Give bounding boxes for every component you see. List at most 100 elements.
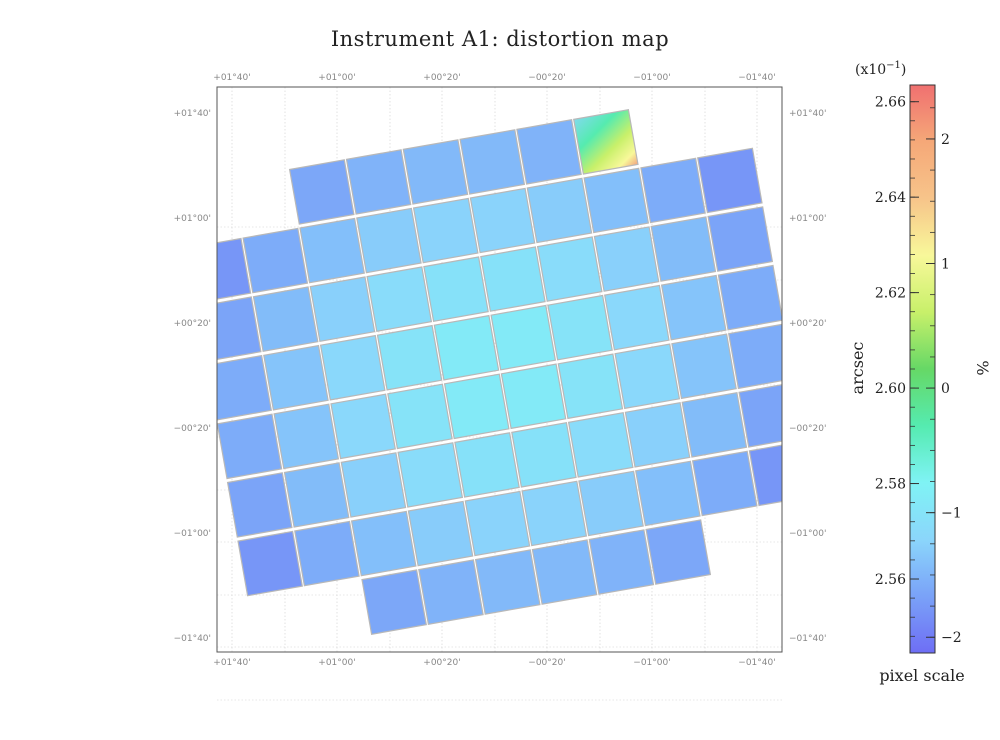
chart-title: Instrument A1: distortion map <box>331 27 669 51</box>
detector-chip <box>361 569 427 635</box>
y-tick-left: −00°20' <box>174 424 211 434</box>
detector-chip <box>217 354 272 421</box>
detector-chip <box>237 530 303 597</box>
detector-chip <box>707 206 774 272</box>
detector-chip <box>299 217 365 284</box>
detector-chip <box>660 274 727 341</box>
detector-chip <box>418 559 484 625</box>
detector-chip <box>288 159 355 225</box>
y-tick-right: −01°00' <box>789 529 826 539</box>
detector-mosaic <box>217 109 782 635</box>
detector-chip <box>593 226 660 292</box>
y-tick-right: +01°00' <box>789 214 826 224</box>
colorbar-left-tick-label: 2.66 <box>875 95 906 111</box>
detector-chip <box>217 296 262 361</box>
colorbar-left-label: arcsec <box>848 342 867 395</box>
colorbar-bar <box>909 84 936 654</box>
detector-chip <box>557 353 624 420</box>
colorbar-ticks: 2.56 2.58 2.60 2.62 2.64 2.66 −2 −1 0 1 2 <box>875 95 962 647</box>
detector-chip <box>263 344 329 411</box>
x-tick-top: −00°20' <box>528 73 565 83</box>
detector-chip <box>273 403 340 470</box>
detector-chip <box>547 294 613 361</box>
colorbar-left-tick-label: 2.56 <box>875 572 906 588</box>
detector-chip <box>443 373 510 440</box>
detector-chip <box>350 510 417 577</box>
detector-chip <box>738 384 782 448</box>
colorbar-left-tick-label: 2.60 <box>875 381 906 397</box>
detector-chip <box>242 227 309 294</box>
detector-chip <box>588 529 655 595</box>
y-tick-right: +01°40' <box>789 109 826 119</box>
x-tick-bottom: +01°40' <box>213 658 250 668</box>
detector-chip <box>640 157 706 224</box>
detector-chip <box>412 197 479 264</box>
colorbar-right-tick-label: 1 <box>941 257 950 273</box>
detector-chip <box>319 334 386 401</box>
detector-chip <box>397 442 464 508</box>
detector-chip <box>536 236 603 302</box>
detector-chip <box>531 539 598 605</box>
detector-chip <box>356 207 422 274</box>
y-tick-left: +01°40' <box>174 109 211 119</box>
y-tick-left: +01°00' <box>174 214 211 224</box>
colorbar-title: pixel scale <box>879 666 964 685</box>
detector-chip <box>748 444 782 507</box>
detector-chip <box>464 490 531 557</box>
detector-chip <box>650 216 717 282</box>
detector-chip <box>376 324 443 391</box>
detector-chip <box>697 147 763 214</box>
detector-chip <box>283 462 350 528</box>
detector-chip <box>516 119 582 185</box>
detector-chip <box>252 286 319 352</box>
detector-chip <box>407 500 474 567</box>
detector-chip <box>217 237 252 300</box>
colorbar-right-tick-label: −2 <box>941 630 962 646</box>
colorbar-right-tick-label: 2 <box>941 132 950 148</box>
detector-chip <box>500 363 567 430</box>
x-tick-bottom: −01°40' <box>738 658 775 668</box>
colorbar-left-tick-label: 2.64 <box>875 190 906 206</box>
colorbar-right-tick-label: 0 <box>941 381 950 397</box>
detector-chip <box>681 392 748 458</box>
detector-chip <box>728 323 782 390</box>
detector-chip <box>402 139 469 205</box>
x-tick-top: −01°40' <box>738 73 775 83</box>
detector-chip <box>521 480 588 547</box>
detector-chip <box>480 246 546 312</box>
detector-chip <box>583 167 650 234</box>
detector-chip <box>454 432 520 498</box>
colorbar-right-tick-label: −1 <box>941 506 962 522</box>
detector-chip <box>604 284 670 351</box>
detector-chip <box>340 452 407 518</box>
detector-chip <box>366 266 433 332</box>
colorbar-right-label: % <box>973 360 992 375</box>
x-tick-bottom: +00°20' <box>423 658 460 668</box>
x-tick-top: +00°20' <box>423 73 460 83</box>
detector-chip <box>345 149 412 215</box>
detector-chip <box>614 343 681 410</box>
x-tick-bottom: −01°00' <box>633 658 670 668</box>
colorbar-multiplier: (x10−1) <box>855 60 906 78</box>
detector-chip <box>526 177 593 244</box>
y-tick-right: −01°40' <box>789 634 826 644</box>
detector-chip <box>511 422 577 488</box>
detector-chip <box>691 450 758 517</box>
detector-chip <box>635 460 701 527</box>
detector-chip <box>578 470 644 537</box>
detector-chip <box>309 276 376 342</box>
detector-chip <box>217 413 283 480</box>
axis-tick-labels: +01°40' +01°40' +01°00' +01°00' +00°20' +00°2… <box>174 73 827 668</box>
detector-chip <box>387 383 453 450</box>
x-tick-top: −01°00' <box>633 73 670 83</box>
detector-chip <box>469 187 536 254</box>
detector-chip <box>567 412 634 478</box>
y-tick-left: +00°20' <box>174 319 211 329</box>
detector-chip <box>459 129 526 195</box>
detector-chip <box>330 393 396 460</box>
detector-chip <box>433 314 500 381</box>
detector-chip <box>671 333 737 400</box>
detector-chip <box>294 520 360 587</box>
